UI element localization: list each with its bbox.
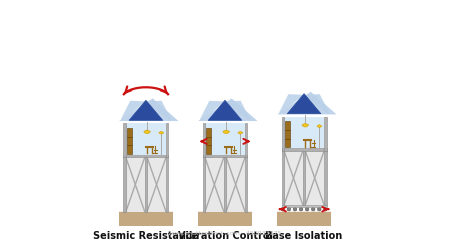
Polygon shape <box>287 94 321 114</box>
Bar <box>285 121 290 147</box>
Circle shape <box>293 208 297 211</box>
Polygon shape <box>146 101 171 121</box>
Circle shape <box>299 208 303 211</box>
Bar <box>126 123 166 155</box>
Polygon shape <box>225 101 250 121</box>
Bar <box>284 117 324 148</box>
Bar <box>277 212 331 226</box>
Wedge shape <box>238 131 243 134</box>
Polygon shape <box>121 101 146 121</box>
Bar <box>202 123 205 157</box>
Polygon shape <box>119 98 179 121</box>
Bar <box>198 212 252 226</box>
Text: Vibration Control: Vibration Control <box>177 231 273 241</box>
Bar <box>206 128 211 154</box>
Bar <box>166 123 168 157</box>
Polygon shape <box>279 94 304 114</box>
Circle shape <box>311 208 315 211</box>
Circle shape <box>318 208 321 211</box>
Bar <box>145 157 147 212</box>
Bar <box>119 212 173 226</box>
Bar <box>202 157 205 212</box>
Bar <box>284 151 324 205</box>
Bar <box>282 148 327 151</box>
Bar <box>282 205 327 208</box>
Bar <box>245 123 248 157</box>
Polygon shape <box>208 100 242 120</box>
Polygon shape <box>277 92 337 114</box>
Polygon shape <box>129 100 163 120</box>
Bar <box>282 151 284 205</box>
Text: www.shutterstock.com · 450933175: www.shutterstock.com · 450933175 <box>168 232 282 236</box>
Bar <box>245 157 248 212</box>
Bar <box>324 151 327 205</box>
Wedge shape <box>144 130 150 134</box>
Bar <box>126 157 166 212</box>
Circle shape <box>287 208 291 211</box>
Bar <box>166 157 168 212</box>
Polygon shape <box>304 94 329 114</box>
Bar <box>205 157 245 212</box>
Bar <box>205 123 245 155</box>
Wedge shape <box>302 123 309 127</box>
Bar <box>282 117 284 151</box>
Bar <box>202 155 248 157</box>
Polygon shape <box>200 101 225 121</box>
Wedge shape <box>159 131 164 134</box>
Wedge shape <box>317 124 322 127</box>
Text: Seismic Resistance: Seismic Resistance <box>93 231 198 241</box>
Bar <box>123 157 126 212</box>
Bar <box>123 123 126 157</box>
Circle shape <box>306 208 309 211</box>
Bar <box>224 157 226 212</box>
Bar <box>324 117 327 151</box>
Text: Base Isolation: Base Isolation <box>266 231 343 241</box>
Wedge shape <box>223 130 230 134</box>
Bar <box>303 151 305 205</box>
Bar <box>123 155 168 157</box>
Bar <box>127 128 132 154</box>
Circle shape <box>281 208 284 211</box>
Circle shape <box>324 208 327 211</box>
Polygon shape <box>198 98 257 121</box>
